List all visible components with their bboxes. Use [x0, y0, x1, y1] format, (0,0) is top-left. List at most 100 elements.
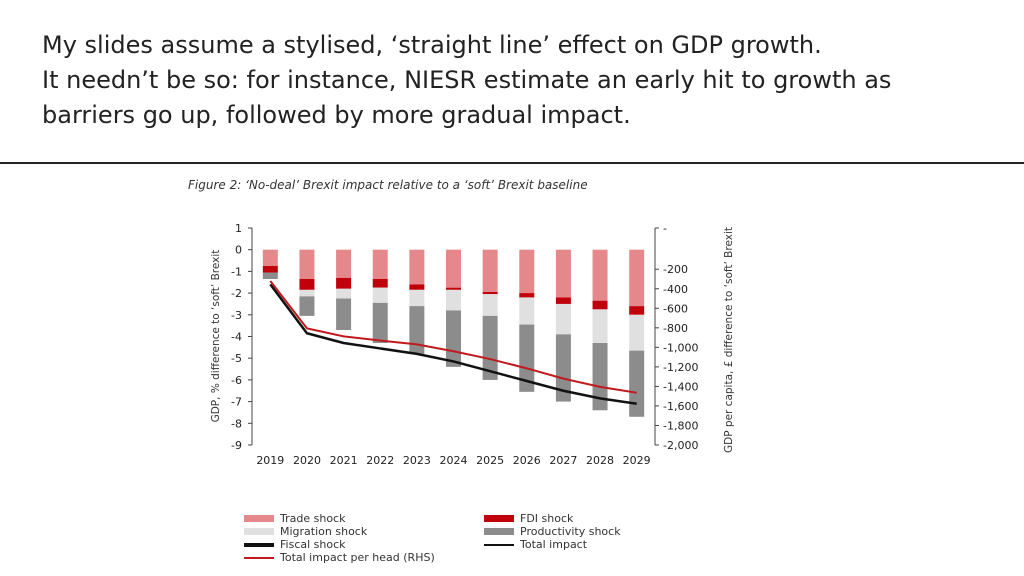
y-axis-title: GDP, % difference to ‘soft’ Brexit [210, 249, 222, 423]
slide-text: My slides assume a stylised, ‘straight l… [42, 28, 982, 133]
legend-swatch-fiscal [244, 542, 274, 547]
y2-tick-label: -800 [663, 322, 688, 335]
x-tick-label: 2025 [476, 454, 504, 467]
bar-fdi [446, 287, 461, 290]
slide-line-1: My slides assume a stylised, ‘straight l… [42, 31, 822, 59]
bar-fdi [262, 265, 278, 273]
y2-tick-label: -1,600 [663, 400, 698, 413]
bar-migration [519, 297, 535, 325]
legend-label-fdi: FDI shock [520, 512, 574, 525]
bar-fdi [592, 300, 608, 310]
y-tick-label: -9 [231, 439, 242, 452]
bar-productivity [336, 298, 352, 330]
bar-trade [555, 249, 571, 298]
bar-fdi [629, 306, 645, 315]
bar-migration [555, 303, 571, 335]
bar-fdi [519, 293, 535, 298]
legend-swatch-trade [244, 515, 274, 522]
bar-migration [336, 288, 352, 299]
bar-trade [336, 249, 352, 278]
bar-productivity [629, 350, 645, 417]
x-tick-label: 2024 [440, 454, 468, 467]
title-divider [0, 162, 1024, 164]
slide-line-3: barriers go up, followed by more gradual… [42, 101, 631, 129]
bar-productivity [482, 315, 498, 380]
y2-tick-label: -1,000 [663, 341, 698, 354]
legend-item-productivity: Productivity shock [484, 525, 621, 538]
y2-tick-label: -1,400 [663, 380, 698, 393]
y-tick-label: -6 [231, 374, 242, 387]
figure-title: Figure 2: ‘No-deal’ Brexit impact relati… [188, 178, 588, 192]
bar-fdi [555, 297, 571, 304]
bar-productivity [446, 310, 461, 367]
legend-swatch-per-head [244, 556, 274, 559]
x-tick-label: 2023 [403, 454, 431, 467]
legend-item-per-head: Total impact per head (RHS) [244, 551, 435, 564]
bar-trade [592, 249, 608, 301]
bar-migration [592, 309, 608, 344]
x-tick-label: 2022 [366, 454, 394, 467]
legend-swatch-productivity [484, 528, 514, 535]
bar-trade [482, 249, 498, 293]
legend-label-per-head: Total impact per head (RHS) [280, 551, 435, 564]
bar-fdi [482, 292, 498, 295]
bar-fdi [372, 278, 388, 288]
bar-migration [372, 287, 388, 303]
x-tick-label: 2020 [293, 454, 321, 467]
y2-tick-label: -1,200 [663, 361, 698, 374]
legend-item-trade: Trade shock [244, 512, 345, 525]
legend-swatch-total [484, 543, 514, 546]
x-tick-label: 2029 [623, 454, 651, 467]
legend-item-fiscal: Fiscal shock [244, 538, 346, 551]
bar-trade [446, 249, 461, 288]
x-tick-label: 2026 [513, 454, 541, 467]
bar-fdi [336, 277, 352, 289]
legend-label-trade: Trade shock [280, 512, 346, 525]
legend-label-productivity: Productivity shock [520, 525, 621, 538]
y-tick-label: -8 [231, 417, 242, 430]
bar-fdi [409, 284, 425, 290]
y-tick-label: -2 [231, 287, 242, 300]
y-tick-label: 1 [235, 222, 242, 235]
bar-trade [299, 249, 315, 279]
y-tick-label: -4 [231, 331, 242, 344]
y2-tick-label: -2,000 [663, 439, 698, 452]
line-total-impact [269, 283, 637, 406]
bar-migration [446, 289, 461, 311]
bar-productivity [299, 296, 315, 316]
y2-tick-label: -1,800 [663, 419, 698, 432]
legend-item-fdi: FDI shock [484, 512, 573, 525]
x-tick-label: 2019 [256, 454, 284, 467]
y-tick-label: 0 [235, 244, 242, 257]
bar-productivity [555, 334, 571, 402]
bar-trade [519, 249, 535, 294]
y-tick-label: -3 [231, 309, 242, 322]
y2-tick-label: -400 [663, 283, 688, 296]
bar-fdi [299, 278, 315, 290]
y-tick-label: -7 [231, 396, 242, 409]
bar-trade [372, 249, 388, 279]
x-tick-label: 2028 [586, 454, 614, 467]
legend-swatch-migration [244, 528, 274, 535]
legend-label-migration: Migration shock [280, 525, 368, 538]
bar-productivity [372, 302, 388, 344]
bar-productivity [592, 343, 608, 411]
legend-item-total: Total impact [484, 538, 587, 551]
y2-axis-title: GDP per capita, £ difference to ‘soft’ B… [723, 227, 735, 453]
bar-trade [409, 249, 425, 285]
x-tick-label: 2021 [330, 454, 358, 467]
y2-tick-label: -200 [663, 263, 688, 276]
legend-label-total: Total impact [520, 538, 588, 551]
bar-migration [629, 314, 645, 351]
legend-swatch-fdi [484, 515, 514, 522]
slide-line-2: It needn’t be so: for instance, NIESR es… [42, 66, 892, 94]
y2-tick-label: -600 [663, 302, 688, 315]
bar-productivity [409, 306, 425, 354]
y-tick-label: -1 [231, 265, 242, 278]
bar-trade [629, 249, 645, 307]
bar-trade [262, 249, 278, 266]
bar-productivity [519, 324, 535, 392]
y2-tick-label: - [663, 222, 667, 235]
bar-productivity [262, 272, 278, 279]
bar-migration [409, 289, 425, 307]
